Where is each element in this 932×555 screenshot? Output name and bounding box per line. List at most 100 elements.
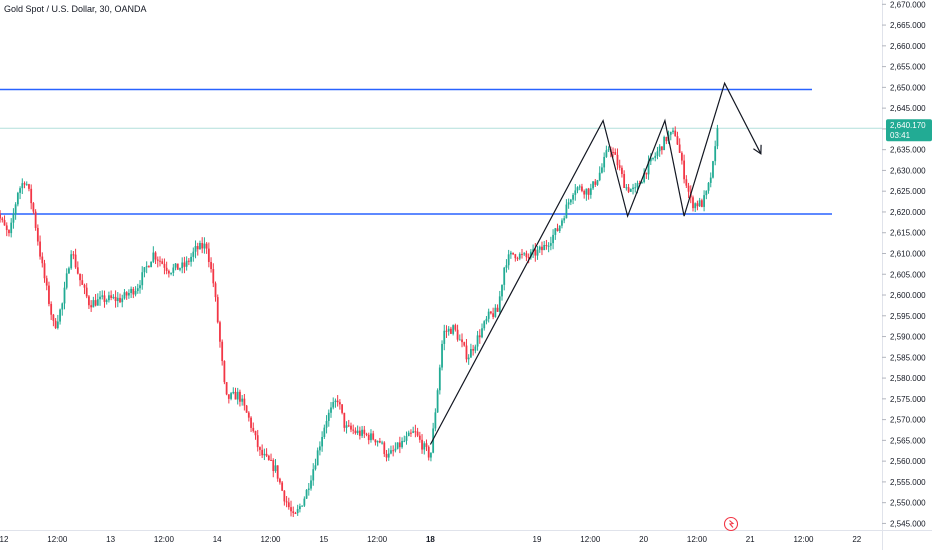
y-tick-label: 2,655.000 — [890, 63, 926, 72]
candle-body — [165, 267, 168, 271]
x-tick-label: 20 — [639, 535, 648, 544]
candle-body — [518, 253, 521, 259]
candle-body — [374, 439, 377, 443]
candle-body — [239, 391, 241, 402]
candle-body — [665, 136, 668, 142]
candle-body — [358, 430, 361, 436]
candle-body — [136, 288, 139, 291]
candle-body — [181, 262, 184, 269]
candle-body — [216, 297, 219, 323]
candle-body — [99, 296, 101, 300]
replay-icon[interactable] — [723, 516, 739, 532]
candle-body — [350, 425, 352, 430]
candle-body — [483, 321, 486, 329]
candle-body — [585, 188, 588, 195]
candle-body — [407, 432, 410, 437]
candle-body — [114, 296, 117, 302]
candle-body — [501, 284, 503, 297]
candle-body — [687, 185, 690, 192]
candle-body — [163, 263, 166, 268]
candle-body — [281, 482, 284, 491]
candle-body — [159, 260, 161, 262]
candle-body — [272, 459, 275, 471]
candle-body — [94, 300, 97, 306]
candle-body — [629, 189, 632, 192]
candle-body — [227, 394, 230, 399]
candle-body — [296, 509, 299, 514]
candle-body — [81, 280, 84, 285]
candle-body — [476, 335, 479, 347]
candle-body — [25, 184, 28, 186]
candle-body — [549, 243, 552, 246]
candle-body — [543, 244, 546, 251]
candle-body — [161, 261, 164, 264]
candle-body — [680, 152, 683, 161]
candle-body — [127, 292, 130, 296]
candle-body — [363, 429, 366, 434]
candle-body — [334, 400, 337, 403]
candle-body — [72, 254, 75, 256]
candle-body — [139, 285, 141, 289]
candle-body — [143, 267, 146, 273]
candle-body — [381, 442, 383, 444]
candle-body — [45, 278, 48, 286]
candle-body — [170, 272, 172, 274]
candle-body — [709, 177, 712, 183]
candle-body — [465, 345, 468, 360]
candle-body — [174, 263, 177, 268]
candle-body — [232, 391, 235, 394]
candle-body — [318, 446, 321, 451]
candle-body — [234, 391, 237, 400]
candle-body — [121, 298, 124, 303]
candle-body — [267, 455, 270, 460]
candle-body — [3, 220, 6, 226]
candle-body — [463, 342, 466, 346]
candle-body — [307, 488, 310, 490]
candle-body — [512, 252, 515, 255]
y-tick-label: 2,550.000 — [890, 499, 926, 508]
candle-body — [41, 256, 44, 264]
candle-body — [434, 412, 437, 429]
candle-body — [108, 295, 110, 301]
candle-body — [48, 285, 50, 304]
candle-body — [152, 252, 155, 262]
candle-body — [569, 199, 572, 203]
candle-body — [103, 295, 106, 302]
candle-body — [641, 182, 643, 184]
candle-body — [85, 287, 88, 297]
candle-body — [354, 430, 357, 434]
candle-body — [123, 292, 126, 299]
candle-body — [523, 253, 526, 255]
candle-body — [396, 442, 399, 449]
y-tick-label: 2,660.000 — [890, 42, 926, 51]
candle-body — [179, 268, 181, 270]
candle-body — [176, 263, 179, 270]
candle-body — [645, 172, 648, 175]
candle-body — [345, 425, 348, 428]
candle-body — [716, 128, 719, 147]
candle-body — [79, 273, 81, 281]
candle-body — [425, 443, 428, 447]
candle-body — [39, 241, 41, 257]
horizontal-levels — [0, 88, 882, 215]
countdown-label: 03:41 — [890, 131, 911, 140]
candle-body — [316, 450, 319, 466]
x-tick-label: 22 — [852, 535, 861, 544]
candle-body — [321, 436, 324, 447]
candle-body — [187, 260, 190, 262]
candle-body — [618, 165, 621, 168]
candle-body — [154, 252, 157, 260]
x-tick-label: 12:00 — [687, 535, 708, 544]
candle-body — [167, 270, 170, 274]
candle-body — [285, 501, 288, 503]
candle-body — [529, 251, 532, 258]
candle-body — [323, 427, 326, 437]
candle-body — [712, 161, 714, 178]
candle-body — [214, 283, 217, 298]
candle-body — [356, 430, 359, 434]
candle-body — [256, 435, 259, 448]
candle-body — [678, 144, 681, 153]
